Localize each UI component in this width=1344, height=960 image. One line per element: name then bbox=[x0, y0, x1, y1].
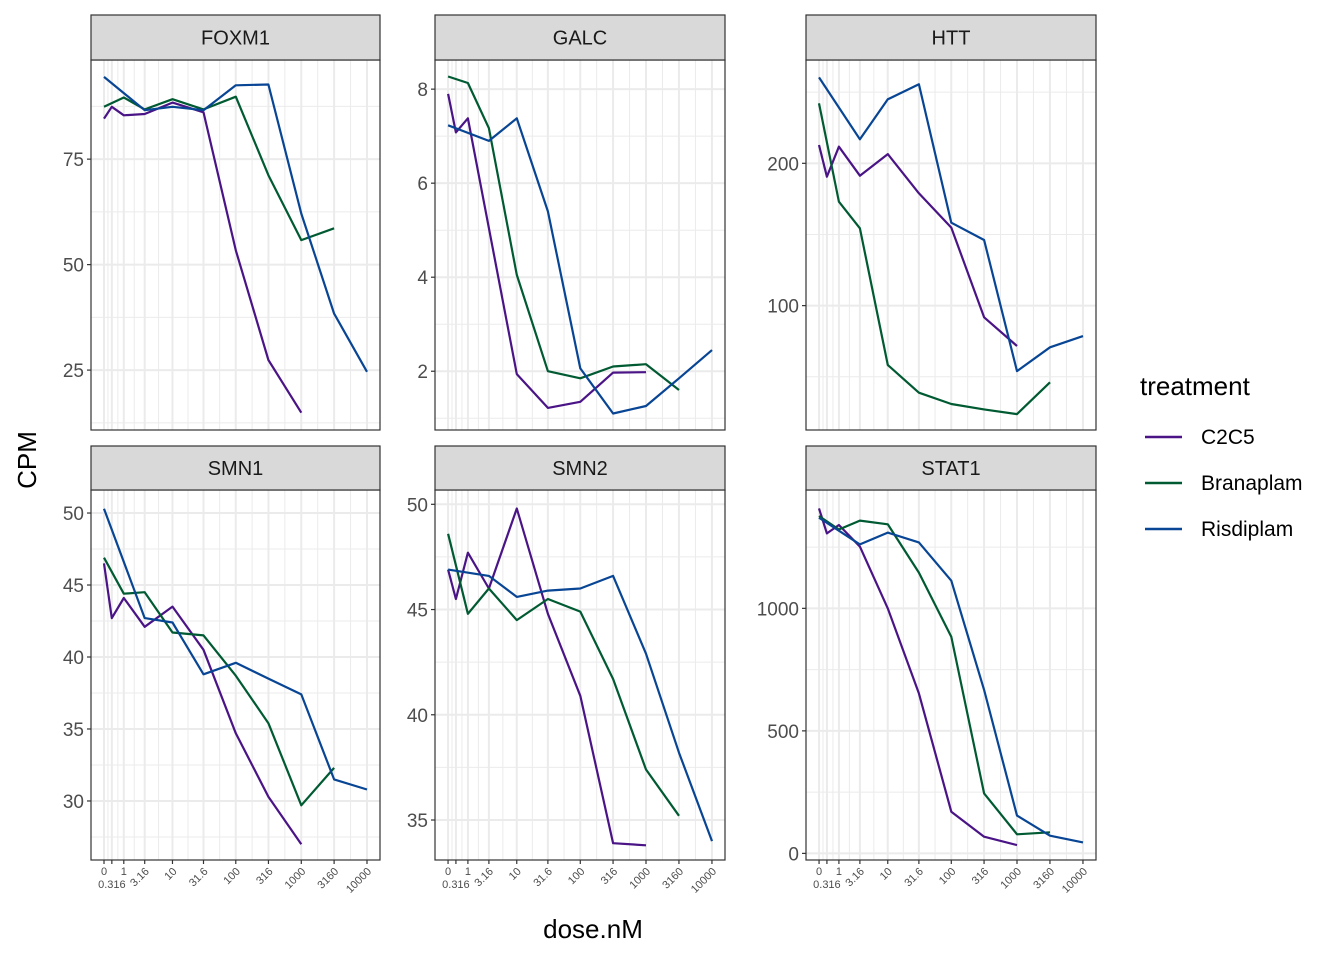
facet-strip bbox=[90, 14, 381, 61]
x-tick-label: 1000 bbox=[283, 866, 309, 892]
x-tick-label: 3160 bbox=[660, 866, 686, 892]
series-line-c2c5 bbox=[102, 563, 303, 845]
series-line-branaplam bbox=[447, 75, 680, 391]
x-tick-label: 100 bbox=[937, 866, 958, 887]
x-tick-label: 10 bbox=[878, 866, 895, 883]
x-tick-label: 0 bbox=[101, 866, 107, 878]
x-tick-label: 3.16 bbox=[128, 866, 152, 890]
y-tick-label: 30 bbox=[63, 792, 84, 813]
series-line-risdiplam bbox=[102, 508, 368, 791]
facet-title: STAT1 bbox=[921, 458, 980, 480]
series-line-branaplam bbox=[103, 557, 335, 807]
y-tick-label: 2 bbox=[417, 362, 428, 383]
x-tick-label: 0.316 bbox=[98, 879, 126, 891]
facet-strip bbox=[805, 14, 1097, 61]
legend: treatment C2C5 Branaplam Risdiplam bbox=[1140, 371, 1303, 541]
facet-strip bbox=[90, 445, 381, 491]
legend-label-branaplam: Branaplam bbox=[1201, 472, 1303, 495]
x-tick-label: 0 bbox=[445, 866, 451, 878]
y-tick-label: 0 bbox=[788, 844, 799, 865]
x-tick-label: 1 bbox=[836, 866, 842, 878]
x-tick-label: 10 bbox=[162, 866, 179, 883]
y-tick-label: 8 bbox=[417, 80, 428, 101]
y-tick-label: 40 bbox=[63, 648, 84, 669]
x-tick-label: 10000 bbox=[1060, 866, 1090, 896]
series-line-risdiplam bbox=[103, 76, 368, 373]
facet-title: FOXM1 bbox=[201, 28, 270, 50]
y-tick-label: 50 bbox=[63, 256, 84, 277]
y-tick-label: 40 bbox=[407, 706, 428, 727]
x-tick-label: 10 bbox=[507, 866, 524, 883]
x-tick-label: 1 bbox=[121, 866, 127, 878]
legend-label-risdiplam: Risdiplam bbox=[1201, 518, 1293, 541]
y-axis-title: CPM bbox=[12, 431, 42, 489]
x-tick-label: 3160 bbox=[1031, 866, 1057, 892]
y-tick-label: 25 bbox=[63, 361, 84, 382]
facet-strip bbox=[805, 445, 1097, 491]
x-tick-label: 31.6 bbox=[187, 866, 211, 890]
facet-strip bbox=[434, 445, 726, 491]
facet-title: SMN1 bbox=[208, 458, 264, 480]
x-tick-label: 31.6 bbox=[902, 866, 926, 890]
x-tick-label: 3160 bbox=[315, 866, 341, 892]
x-tick-label: 10000 bbox=[344, 866, 374, 896]
x-tick-label: 316 bbox=[254, 866, 275, 887]
x-tick-label: 0.316 bbox=[813, 879, 841, 891]
series-line-branaplam bbox=[447, 533, 680, 817]
y-tick-label: 4 bbox=[417, 268, 428, 289]
y-tick-label: 1000 bbox=[757, 599, 799, 620]
facet-galc: GALC 2 4 6 8 bbox=[417, 14, 726, 431]
series-line-branaplam bbox=[818, 515, 1051, 836]
y-tick-label: 100 bbox=[767, 297, 799, 318]
series-line-risdiplam bbox=[447, 568, 714, 842]
series-line-risdiplam bbox=[447, 117, 713, 415]
x-tick-label: 1 bbox=[465, 866, 471, 878]
x-tick-label: 100 bbox=[566, 866, 587, 887]
x-tick-label: 10000 bbox=[689, 866, 719, 896]
y-tick-label: 35 bbox=[407, 811, 428, 832]
y-tick-label: 45 bbox=[63, 576, 84, 597]
facet-strip bbox=[434, 14, 726, 61]
facet-panels: FOXM1255075GALC2468HTT100200SMN130354045… bbox=[63, 14, 1097, 896]
x-tick-label: 31.6 bbox=[531, 866, 555, 890]
facet-title: GALC bbox=[553, 28, 607, 50]
y-tick-label: 45 bbox=[407, 601, 428, 622]
facet-htt: HTT 100 200 bbox=[767, 14, 1097, 431]
x-axis-title: dose.nM bbox=[543, 914, 643, 944]
y-tick-label: 200 bbox=[767, 154, 799, 175]
y-tick-label: 6 bbox=[417, 174, 428, 195]
y-tick-label: 35 bbox=[63, 720, 84, 741]
x-tick-label: 3.16 bbox=[843, 866, 867, 890]
x-tick-label: 316 bbox=[599, 866, 620, 887]
y-tick-label: 500 bbox=[767, 722, 799, 743]
series-line-branaplam bbox=[817, 103, 1051, 416]
x-tick-label: 1000 bbox=[627, 866, 653, 892]
x-tick-label: 1000 bbox=[998, 866, 1024, 892]
series-line-risdiplam bbox=[818, 516, 1084, 844]
series-line-risdiplam bbox=[818, 76, 1084, 373]
x-tick-label: 0.316 bbox=[442, 879, 470, 891]
x-tick-label: 316 bbox=[970, 866, 991, 887]
legend-label-c2c5: C2C5 bbox=[1201, 426, 1255, 449]
y-tick-label: 75 bbox=[63, 150, 84, 171]
series-line-c2c5 bbox=[103, 101, 303, 414]
facet-title: SMN2 bbox=[552, 458, 608, 480]
y-tick-label: 50 bbox=[407, 495, 428, 516]
y-tick-label: 50 bbox=[63, 504, 84, 525]
facet-foxm1: FOXM1 25 50 75 bbox=[63, 14, 381, 431]
x-tick-label: 0 bbox=[816, 866, 822, 878]
series-line-c2c5 bbox=[817, 508, 1018, 847]
facet-title: HTT bbox=[932, 28, 971, 50]
x-tick-label: 100 bbox=[221, 866, 242, 887]
legend-title: treatment bbox=[1140, 371, 1251, 401]
x-tick-label: 3.16 bbox=[472, 866, 496, 890]
